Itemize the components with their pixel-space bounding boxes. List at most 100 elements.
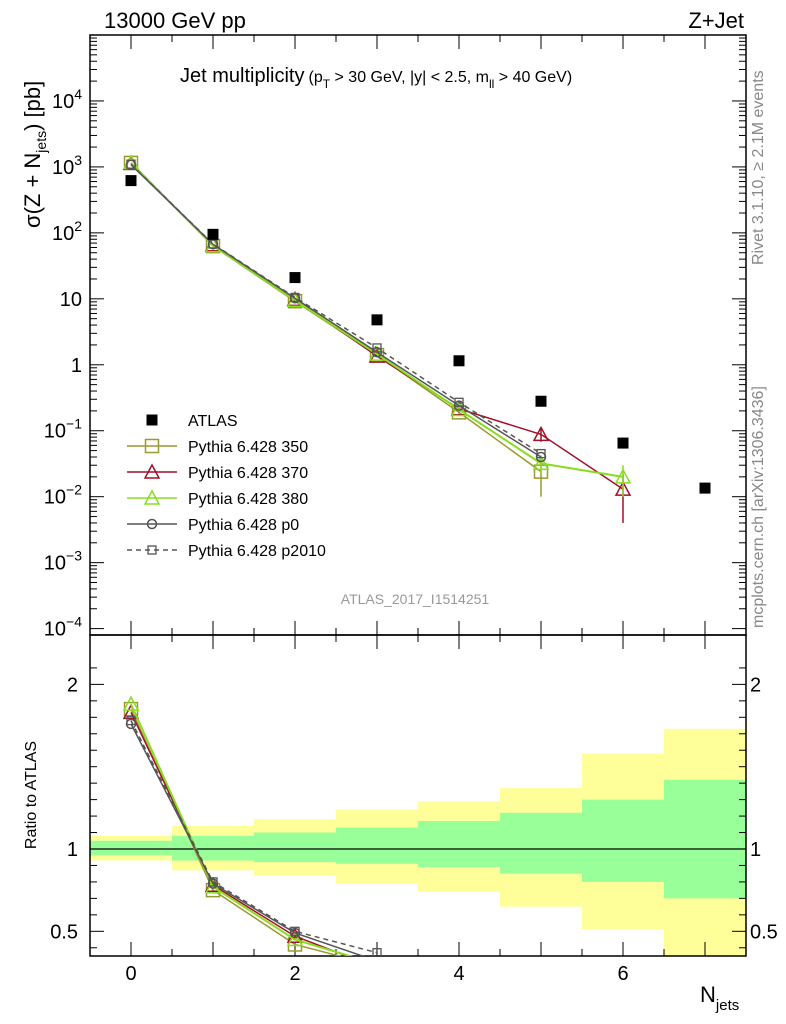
main-line-p0	[130, 164, 542, 458]
inner-band-bin	[500, 812, 582, 874]
header-left: 13000 GeV pp	[104, 8, 246, 33]
main-y-axis-label: σ(Z + Njets) [pb]	[20, 81, 49, 228]
plot-title-cuts-sub1: T	[323, 77, 331, 91]
main-point	[453, 355, 465, 367]
ratio-line-p0	[130, 723, 365, 956]
main-point	[125, 175, 137, 187]
inner-band-bin	[90, 840, 172, 856]
legend-entry-atlas: ATLAS	[146, 413, 238, 430]
y-tick-base: 10	[52, 91, 74, 113]
ratio-y-tick-label: 1	[67, 839, 78, 861]
x-tick-label: 6	[617, 963, 628, 985]
legend-marker	[144, 438, 160, 454]
plot-title-cuts-mid2: > 40 GeV)	[494, 69, 572, 86]
legend-label: Pythia 6.428 370	[188, 465, 308, 482]
main-point	[614, 468, 632, 484]
x-tick-label: 0	[125, 963, 136, 985]
y-label-pre: σ(Z + N	[20, 153, 45, 228]
legend-marker	[147, 545, 157, 555]
ratio-point	[122, 695, 140, 711]
main-point	[289, 272, 301, 284]
inner-band-bin	[254, 832, 336, 863]
x-tick-label: 2	[289, 963, 300, 985]
y-tick-label: 10−3	[44, 548, 82, 575]
inner-band-bin	[172, 835, 254, 861]
ratio-line-p380	[130, 703, 354, 956]
uncertainty-bands	[90, 728, 746, 956]
main-point	[208, 239, 218, 249]
main-point	[617, 437, 629, 449]
main-point	[535, 395, 547, 407]
y-tick-base: 10	[52, 223, 74, 245]
y-tick-exp: −4	[66, 614, 82, 630]
y-tick-base: 10	[52, 157, 74, 179]
analysis-watermark: ATLAS_2017_I1514251	[341, 591, 490, 607]
y-tick-label: 104	[52, 86, 82, 113]
y-label-sub: jets	[33, 131, 49, 154]
y-tick-label: 10−4	[44, 614, 82, 641]
main-point	[207, 228, 219, 240]
inner-band-bin	[418, 821, 500, 868]
main-point	[371, 314, 383, 326]
inner-band-bin	[336, 827, 418, 864]
legend-entry-p0: Pythia 6.428 p0	[127, 517, 299, 534]
ratio-y-tick-label: 0.5	[50, 921, 78, 943]
main-point	[536, 448, 546, 459]
plot-title: Jet multiplicity (pT > 30 GeV, |y| < 2.5,…	[180, 65, 572, 91]
legend: ATLAS Pythia 6.428 350 Pythia 6.428 370 Pyt…	[127, 413, 326, 560]
x-label-sub: jets	[715, 997, 739, 1014]
y-tick-label: 10	[60, 289, 82, 311]
main-point	[290, 292, 300, 303]
main-point	[532, 425, 550, 442]
ratio-y-tick-label-right: 2	[750, 674, 761, 696]
ratio-point	[290, 926, 300, 936]
ratio-axis-ticks: 0 2 4 6 0.5 0.5 1 1 2 2	[50, 667, 778, 985]
y-label-post: ) [pb]	[20, 81, 45, 131]
legend-entry-p380: Pythia 6.428 380	[127, 489, 308, 508]
main-point	[126, 159, 136, 169]
legend-label: Pythia 6.428 350	[188, 439, 308, 456]
inner-band-bin	[582, 799, 664, 882]
ratio-p2010	[126, 715, 382, 956]
ratio-point	[376, 955, 378, 956]
ratio-line-p2010	[130, 720, 378, 954]
ratio-point	[286, 930, 304, 947]
plot-title-main: Jet multiplicity	[180, 65, 304, 87]
y-tick-base: 1	[71, 355, 82, 377]
y-tick-label: 10−1	[44, 416, 82, 443]
ratio-y-axis-label: Ratio to ATLAS	[23, 741, 40, 849]
y-tick-exp: −3	[66, 548, 82, 564]
y-tick-label: 10−2	[44, 482, 82, 509]
ratio-y-tick-label-right: 0.5	[750, 921, 778, 943]
ratio-point	[208, 877, 218, 887]
rivet-label: Rivet 3.1.10, ≥ 2.1M events	[750, 70, 767, 265]
y-tick-label: 102	[52, 218, 82, 245]
main-p2010	[126, 159, 546, 459]
inner-band-bin	[664, 779, 746, 899]
ratio-point	[375, 955, 379, 956]
legend-marker	[146, 518, 158, 530]
main-point	[372, 343, 382, 353]
x-axis-label: Njets	[700, 982, 739, 1014]
mcplots-label: mcplots.cern.ch [arXiv:1306.3436]	[750, 386, 767, 628]
ratio-point	[370, 961, 384, 974]
legend-marker	[146, 414, 158, 426]
y-tick-exp: 4	[74, 86, 82, 102]
legend-marker	[143, 489, 161, 505]
main-point	[532, 454, 550, 471]
y-tick-base: 10	[44, 421, 66, 443]
legend-entry-p370: Pythia 6.428 370	[127, 463, 308, 482]
header-right: Z+Jet	[688, 8, 744, 33]
ratio-y-tick-label-right: 1	[750, 839, 761, 861]
legend-label: Pythia 6.428 p2010	[188, 543, 326, 560]
legend-marker	[143, 463, 161, 479]
main-point	[699, 482, 711, 494]
legend-entry-p2010: Pythia 6.428 p2010	[127, 543, 326, 560]
y-tick-exp: 2	[74, 218, 82, 234]
y-tick-base: 10	[60, 289, 82, 311]
main-atlas	[125, 175, 711, 494]
y-tick-label: 1	[71, 355, 82, 377]
plot-title-cuts-mid1: > 30 GeV, |y| < 2.5, m	[330, 69, 489, 86]
